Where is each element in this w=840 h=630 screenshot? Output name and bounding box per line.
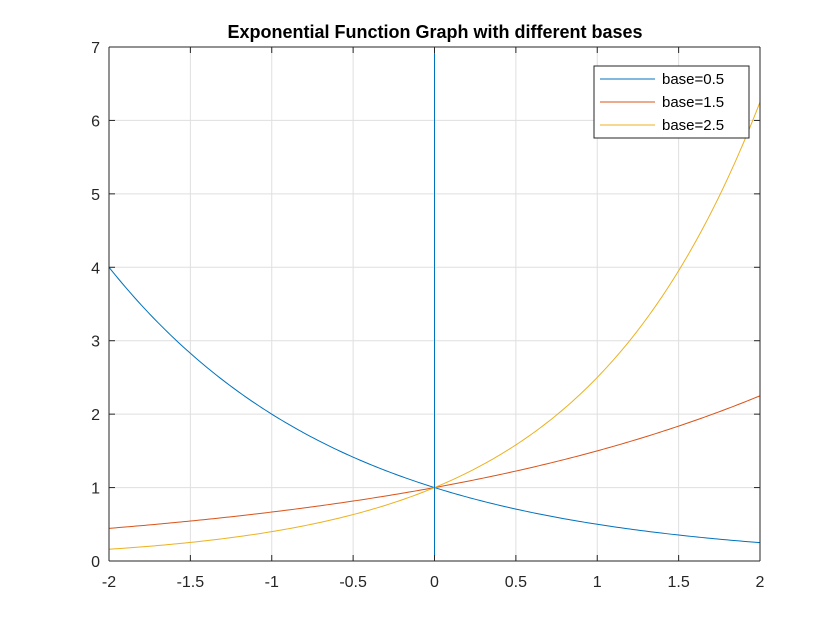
x-tick-label: 0.5	[505, 574, 527, 591]
y-tick-label: 6	[91, 113, 100, 130]
y-tick-label: 1	[91, 481, 100, 498]
y-tick-label: 2	[91, 407, 100, 424]
legend: base=0.5 base=1.5 base=2.5	[593, 65, 750, 139]
x-tick-label: 1.5	[668, 574, 690, 591]
legend-label-3: base=2.5	[662, 117, 724, 134]
y-tick-label: 3	[91, 334, 100, 351]
y-tick-label: 0	[91, 554, 100, 571]
y-tick-label: 5	[91, 187, 100, 204]
x-tick-label: -1	[265, 574, 279, 591]
plot-lines	[108, 47, 761, 561]
x-tick-label: -1.5	[177, 574, 205, 591]
x-tick-label: 1	[593, 574, 602, 591]
chart-title: Exponential Function Graph with differen…	[227, 22, 642, 42]
legend-label-1: base=0.5	[662, 71, 724, 88]
x-tick-label: 2	[756, 574, 765, 591]
y-tick-label: 7	[91, 40, 100, 57]
x-tick-label: -0.5	[339, 574, 367, 591]
x-tick-label: -2	[102, 574, 116, 591]
legend-label-2: base=1.5	[662, 94, 724, 111]
axes: -2 -1.5 -1 -0.5 0 0.5 1 1.5 2 0 1 2 3 4 5 6 7	[91, 40, 764, 591]
y-tick-label: 4	[91, 260, 100, 277]
x-tick-label: 0	[430, 574, 439, 591]
